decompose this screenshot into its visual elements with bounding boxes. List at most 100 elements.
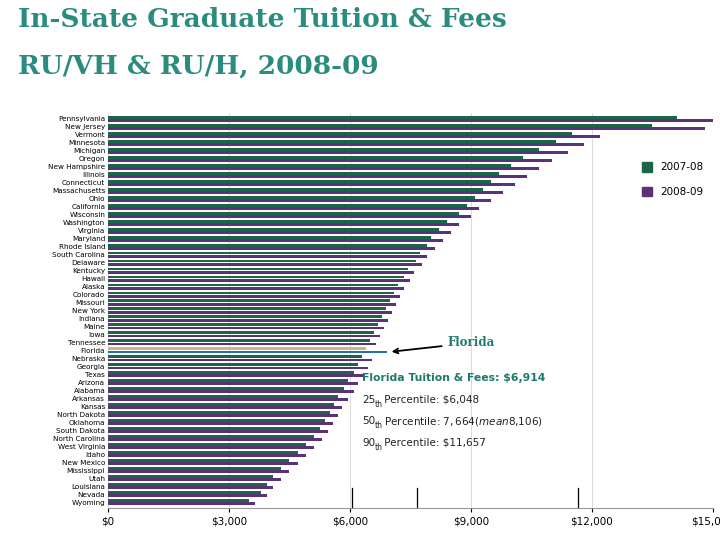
Bar: [108, 403, 334, 406]
Text: th: th: [374, 421, 382, 430]
Bar: [108, 271, 415, 274]
Bar: [108, 502, 255, 505]
Text: Florida: Florida: [394, 336, 495, 353]
Bar: [108, 335, 380, 338]
Bar: [108, 295, 400, 298]
Bar: [108, 430, 328, 433]
Bar: [108, 470, 289, 473]
Text: Percentile: $6,048: Percentile: $6,048: [382, 395, 480, 405]
Bar: [108, 399, 348, 401]
Bar: [108, 422, 333, 425]
Bar: [108, 284, 398, 286]
Text: 50: 50: [362, 416, 375, 427]
Bar: [108, 204, 467, 207]
Bar: [108, 491, 261, 494]
Bar: [108, 199, 491, 202]
Bar: [108, 307, 386, 310]
Bar: [108, 292, 395, 294]
Bar: [108, 438, 322, 441]
Bar: [108, 475, 274, 478]
Bar: [108, 231, 451, 234]
Bar: [108, 462, 297, 465]
Bar: [108, 427, 320, 430]
Text: Percentile: $7,664 (mean $8,106): Percentile: $7,664 (mean $8,106): [382, 415, 544, 428]
Bar: [108, 499, 249, 502]
Bar: [108, 127, 705, 130]
Bar: [108, 191, 503, 194]
Text: Percentile: $11,657: Percentile: $11,657: [382, 438, 486, 448]
Bar: [108, 372, 354, 374]
Bar: [108, 212, 459, 214]
Bar: [108, 375, 364, 377]
Bar: [108, 164, 511, 167]
Bar: [108, 350, 387, 354]
Bar: [108, 300, 390, 302]
Text: 25: 25: [362, 395, 375, 405]
Text: 9: 9: [5, 95, 13, 105]
Bar: [108, 494, 267, 497]
Bar: [108, 339, 370, 342]
Bar: [108, 247, 435, 249]
Bar: [108, 135, 600, 138]
Bar: [108, 447, 314, 449]
Bar: [108, 454, 305, 457]
Bar: [108, 382, 358, 386]
Bar: [108, 279, 410, 282]
Text: RU/VH & RU/H, 2008-09: RU/VH & RU/H, 2008-09: [18, 53, 379, 78]
Bar: [108, 124, 652, 127]
Bar: [108, 414, 338, 417]
Text: th: th: [374, 400, 382, 409]
Bar: [108, 235, 431, 239]
Bar: [108, 167, 539, 170]
Bar: [108, 323, 378, 326]
Bar: [108, 327, 384, 329]
Bar: [108, 478, 282, 481]
Bar: [108, 419, 325, 422]
Bar: [108, 483, 267, 486]
Bar: [108, 379, 348, 382]
Bar: [108, 363, 358, 366]
Bar: [108, 175, 527, 178]
Bar: [108, 252, 420, 254]
Bar: [108, 255, 426, 258]
Bar: [108, 244, 426, 246]
Bar: [108, 260, 416, 262]
Bar: [108, 347, 366, 350]
Bar: [108, 342, 376, 346]
Bar: [108, 303, 396, 306]
Bar: [108, 319, 388, 321]
Bar: [108, 263, 423, 266]
Bar: [108, 395, 338, 398]
Bar: [108, 435, 314, 438]
Bar: [108, 355, 362, 358]
Bar: [108, 387, 344, 390]
Bar: [108, 183, 516, 186]
Bar: [108, 151, 567, 154]
Text: In-State Graduate Tuition & Fees: In-State Graduate Tuition & Fees: [18, 8, 507, 32]
Text: th: th: [374, 443, 382, 452]
Bar: [108, 156, 523, 159]
Bar: [108, 228, 438, 231]
Bar: [108, 267, 408, 271]
Bar: [108, 132, 572, 135]
Legend: 2007-08, 2008-09: 2007-08, 2008-09: [637, 158, 708, 201]
Bar: [108, 332, 374, 334]
Bar: [108, 239, 443, 242]
Bar: [108, 467, 282, 470]
Bar: [108, 116, 677, 119]
Bar: [108, 287, 405, 289]
Bar: [108, 140, 556, 143]
Text: Florida Tuition & Fees: $6,914: Florida Tuition & Fees: $6,914: [362, 373, 545, 383]
Bar: [108, 119, 713, 122]
Bar: [108, 367, 368, 369]
Bar: [108, 143, 584, 146]
Bar: [108, 188, 483, 191]
Bar: [108, 359, 372, 361]
Bar: [108, 207, 479, 210]
Text: 90: 90: [362, 438, 375, 448]
Bar: [108, 486, 274, 489]
Bar: [108, 220, 446, 222]
Bar: [108, 172, 499, 174]
Bar: [108, 148, 539, 151]
Bar: [108, 180, 491, 183]
